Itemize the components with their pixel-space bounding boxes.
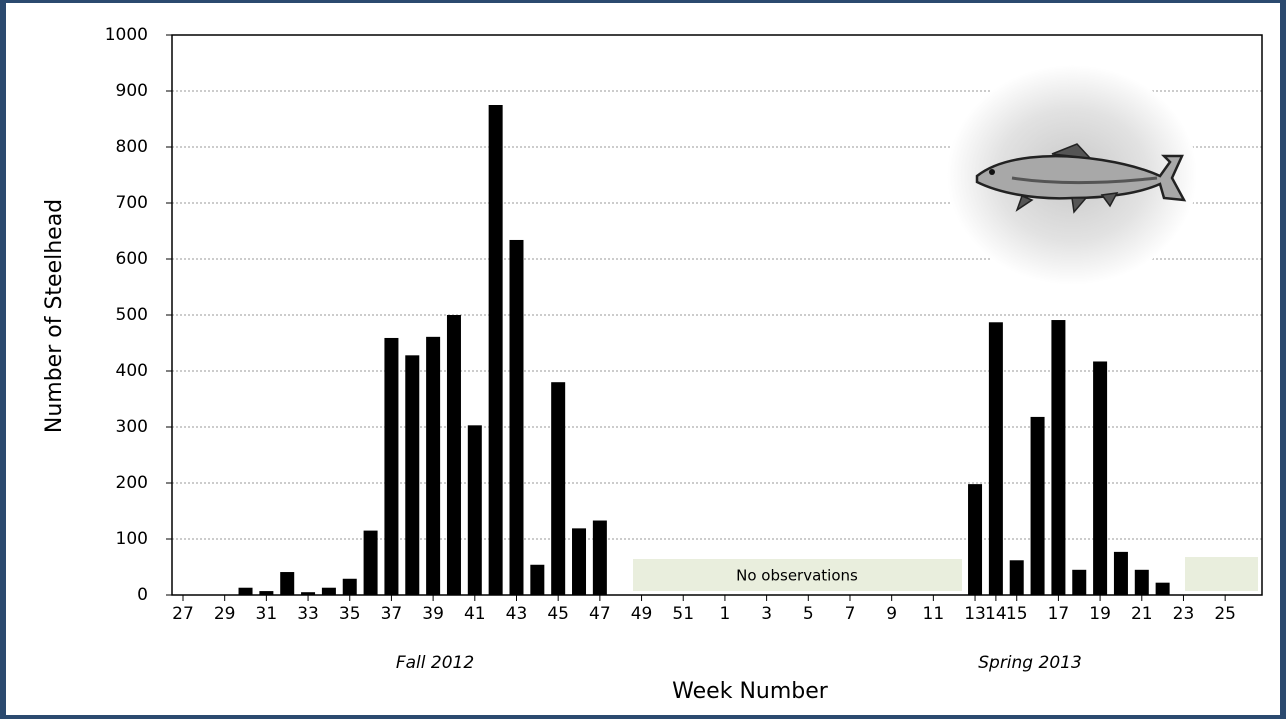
x-tick-label: 1 — [720, 604, 731, 624]
bar — [592, 520, 607, 595]
bar — [572, 528, 587, 595]
x-tick-label: 41 — [464, 604, 486, 624]
y-tick-label: 300 — [116, 417, 148, 437]
annotation: No observations — [736, 567, 858, 585]
x-tick-label: 14 — [985, 604, 1007, 624]
x-tick-label: 11 — [923, 604, 945, 624]
no-observation-band — [633, 559, 962, 591]
bars — [238, 105, 1170, 595]
x-tick-label: 33 — [297, 604, 319, 624]
y-tick-label: 800 — [116, 137, 148, 157]
x-tick-label: 45 — [547, 604, 569, 624]
bar — [321, 587, 336, 595]
y-tick-label: 1000 — [105, 25, 148, 45]
bar — [363, 530, 378, 595]
x-tick-label: 13 — [964, 604, 986, 624]
bar — [238, 587, 253, 595]
x-tick-label: 31 — [256, 604, 278, 624]
annotation: Fall 2012 — [396, 653, 474, 673]
bar — [301, 592, 316, 595]
x-tick-label: 43 — [506, 604, 528, 624]
y-tick-label: 0 — [137, 585, 148, 605]
y-tick-label: 500 — [116, 305, 148, 325]
bar — [467, 425, 482, 595]
bar — [1030, 416, 1045, 595]
x-tick-label: 27 — [172, 604, 194, 624]
bar — [1155, 582, 1170, 595]
x-tick-label: 5 — [803, 604, 814, 624]
bar — [968, 484, 983, 595]
bar — [1051, 320, 1066, 595]
bar — [405, 355, 420, 595]
bar — [509, 239, 524, 595]
y-tick-label: 700 — [116, 193, 148, 213]
bar — [446, 315, 461, 595]
bar — [488, 105, 503, 595]
x-tick-label: 3 — [761, 604, 772, 624]
bar — [530, 564, 545, 595]
x-tick-label: 47 — [589, 604, 611, 624]
bar — [259, 591, 274, 595]
bar — [342, 578, 357, 595]
x-tick-label: 25 — [1214, 604, 1236, 624]
y-tick-label: 400 — [116, 361, 148, 381]
x-tick-label: 37 — [381, 604, 403, 624]
x-tick-label: 39 — [422, 604, 444, 624]
x-tick-label: 35 — [339, 604, 361, 624]
x-tick-label: 7 — [845, 604, 856, 624]
x-axis-label: Week Number — [672, 679, 829, 704]
bar — [988, 322, 1003, 595]
x-tick-label: 49 — [631, 604, 653, 624]
x-tick-label: 29 — [214, 604, 236, 624]
bar — [384, 337, 399, 595]
bar — [551, 382, 566, 595]
bar — [426, 336, 441, 595]
fish-icon — [975, 143, 1187, 214]
x-tick-label: 21 — [1131, 604, 1153, 624]
y-tick-label: 600 — [116, 249, 148, 269]
bar — [1009, 560, 1024, 595]
x-tick-label: 9 — [886, 604, 897, 624]
bar — [1134, 569, 1149, 595]
bar — [1113, 551, 1128, 595]
y-axis-label: Number of Steelhead — [42, 199, 67, 433]
x-tick-label: 23 — [1173, 604, 1195, 624]
y-tick-label: 200 — [116, 473, 148, 493]
x-tick-label: 19 — [1089, 604, 1111, 624]
no-observation-band — [1185, 557, 1258, 591]
x-tick-label: 17 — [1048, 604, 1070, 624]
x-tick-label: 51 — [672, 604, 694, 624]
x-tick-label: 15 — [1006, 604, 1028, 624]
annotation: Spring 2013 — [978, 653, 1082, 673]
y-tick-label: 900 — [116, 81, 148, 101]
bar — [1072, 569, 1087, 595]
bar — [280, 572, 295, 595]
bar — [1093, 361, 1108, 595]
y-tick-label: 100 — [116, 529, 148, 549]
